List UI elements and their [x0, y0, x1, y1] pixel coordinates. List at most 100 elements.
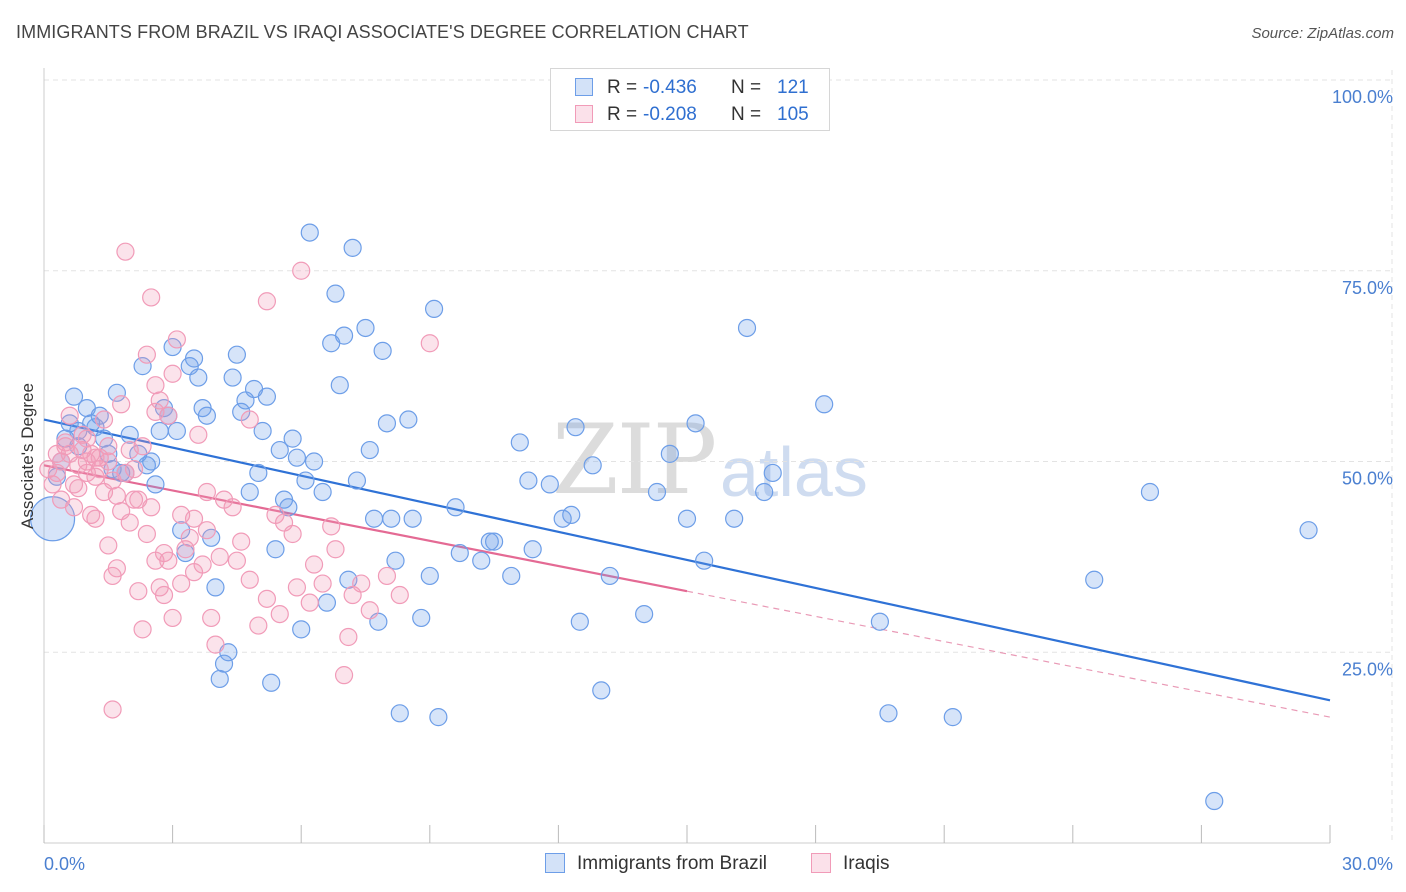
- point-iraqis: [390, 585, 409, 605]
- point-iraqis: [146, 551, 165, 570]
- point-brazil: [142, 452, 161, 471]
- point-iraqis: [339, 627, 358, 647]
- gridlines: [44, 70, 1393, 843]
- point-brazil: [450, 543, 469, 563]
- point-brazil: [287, 448, 307, 467]
- y-tick-label: 100.0%: [1332, 87, 1393, 107]
- point-brazil: [660, 444, 679, 463]
- point-iraqis: [99, 536, 118, 555]
- source-label: Source: ZipAtlas.com: [1251, 25, 1394, 42]
- point-iraqis: [360, 601, 379, 620]
- point-iraqis: [86, 509, 105, 528]
- point-iraqis: [257, 589, 277, 608]
- y-axis-label: Associate's Degree: [18, 383, 37, 529]
- point-brazil: [562, 505, 581, 525]
- point-iraqis: [116, 242, 135, 261]
- trend-line-iraqis-extension: [686, 590, 1331, 718]
- point-iraqis: [56, 433, 75, 452]
- point-brazil: [292, 620, 311, 639]
- point-brazil: [403, 509, 422, 528]
- point-iraqis: [150, 391, 169, 410]
- point-iraqis: [133, 437, 152, 456]
- point-brazil: [879, 704, 898, 723]
- point-iraqis: [107, 559, 126, 578]
- point-brazil: [412, 608, 431, 628]
- point-brazil: [356, 318, 375, 338]
- legend-label-brazil: Immigrants from Brazil: [577, 853, 768, 874]
- point-brazil: [635, 604, 654, 624]
- point-iraqis: [352, 574, 371, 593]
- point-brazil: [270, 440, 289, 460]
- point-brazil: [725, 509, 744, 528]
- point-brazil: [1140, 482, 1160, 502]
- legend-n-label: N =: [731, 77, 762, 98]
- point-brazil: [347, 471, 367, 490]
- trend-lines: [43, 418, 1331, 718]
- point-iraqis: [322, 517, 341, 536]
- trend-line-iraqis: [43, 464, 688, 593]
- point-iraqis: [232, 532, 251, 551]
- legend-r-label: R =: [607, 104, 638, 125]
- point-iraqis: [197, 521, 216, 540]
- point-iraqis: [120, 513, 139, 532]
- legend-n-value: 121: [777, 77, 809, 98]
- watermark-zip: ZIP: [552, 404, 717, 516]
- point-brazil: [377, 414, 397, 433]
- point-brazil: [197, 406, 216, 425]
- point-iraqis: [163, 364, 182, 383]
- point-iraqis: [73, 425, 92, 444]
- point-brazil: [1205, 791, 1224, 811]
- point-brazil: [540, 475, 559, 494]
- point-iraqis: [133, 620, 152, 639]
- point-iraqis: [94, 410, 114, 429]
- point-iraqis: [163, 608, 182, 628]
- point-iraqis: [86, 448, 105, 467]
- point-iraqis: [206, 635, 225, 654]
- tick-labels: 100.0% 75.0% 50.0% 25.0% 0.0% 30.0%: [44, 87, 1393, 874]
- point-iraqis: [47, 463, 66, 483]
- point-iraqis: [193, 555, 212, 574]
- point-iraqis: [137, 345, 156, 364]
- point-iraqis: [176, 540, 195, 559]
- point-brazil: [317, 593, 337, 612]
- point-brazil: [1085, 570, 1104, 589]
- point-iraqis: [184, 509, 204, 528]
- point-iraqis: [103, 700, 122, 719]
- point-iraqis: [124, 490, 144, 509]
- point-iraqis: [420, 334, 439, 353]
- point-brazil: [184, 349, 204, 368]
- point-brazil: [677, 509, 697, 528]
- point-iraqis: [180, 528, 199, 547]
- point-iraqis: [240, 570, 259, 589]
- point-iraqis: [283, 524, 302, 544]
- legend-swatch-iraqis: [575, 105, 593, 123]
- point-brazil: [695, 551, 714, 570]
- point-brazil: [763, 463, 782, 483]
- point-iraqis: [210, 547, 229, 566]
- point-brazil: [815, 395, 834, 414]
- point-brazil: [257, 387, 277, 406]
- legend-swatch-brazil: [575, 78, 593, 96]
- point-brazil: [360, 440, 379, 460]
- point-brazil: [249, 463, 268, 483]
- point-brazil: [343, 238, 362, 257]
- point-brazil: [755, 482, 774, 502]
- point-iraqis: [167, 330, 186, 349]
- point-iraqis: [107, 486, 126, 505]
- point-iraqis: [172, 574, 191, 593]
- y-tick-label: 75.0%: [1342, 278, 1393, 298]
- point-iraqis: [257, 292, 277, 311]
- point-brazil: [64, 387, 84, 406]
- point-brazil: [214, 654, 234, 673]
- point-iraqis: [129, 582, 148, 601]
- point-brazil: [386, 551, 405, 570]
- point-brazil: [485, 532, 504, 551]
- point-brazil: [240, 482, 259, 502]
- legend-label-iraqis: Iraqis: [843, 853, 890, 874]
- point-iraqis: [292, 261, 311, 280]
- point-iraqis: [300, 593, 319, 612]
- legend-r-value: -0.208: [643, 104, 697, 125]
- point-brazil: [583, 456, 602, 475]
- axes: [43, 68, 1331, 844]
- point-iraqis: [270, 604, 289, 624]
